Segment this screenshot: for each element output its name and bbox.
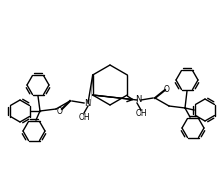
Text: N: N — [84, 100, 90, 109]
Text: N: N — [135, 94, 141, 104]
Polygon shape — [93, 94, 134, 100]
Text: OH: OH — [135, 109, 147, 118]
Polygon shape — [91, 75, 93, 103]
Text: O: O — [164, 85, 170, 93]
Text: OH: OH — [78, 113, 90, 121]
Text: O: O — [57, 108, 63, 117]
